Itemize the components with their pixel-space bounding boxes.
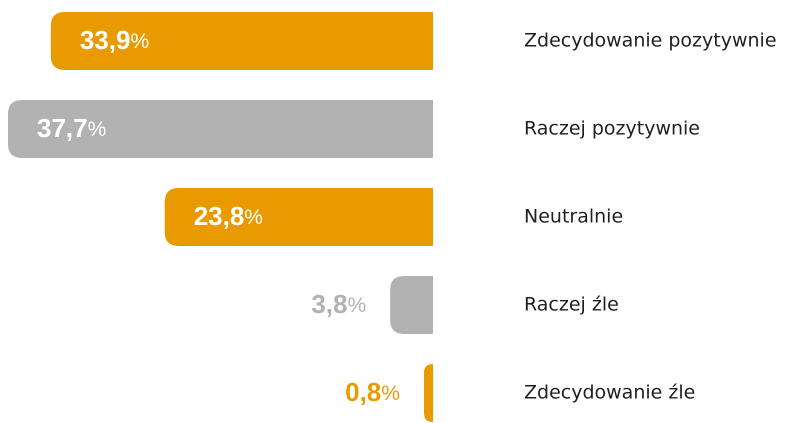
value-label: 3,8% [311, 289, 366, 319]
category-label: Neutralnie [524, 206, 623, 228]
category-label: Raczej źle [524, 294, 619, 316]
bar [8, 100, 433, 158]
bar [50, 12, 433, 70]
bar [164, 188, 433, 246]
bar [423, 364, 433, 422]
category-label: Zdecydowanie źle [524, 382, 695, 404]
bar [390, 276, 433, 334]
value-label: 33,9% [80, 25, 149, 55]
value-label: 0,8% [345, 377, 400, 407]
value-label: 23,8% [194, 201, 263, 231]
value-label: 37,7% [37, 113, 106, 143]
category-label: Raczej pozytywnie [524, 118, 700, 140]
category-label: Zdecydowanie pozytywnie [524, 30, 777, 52]
